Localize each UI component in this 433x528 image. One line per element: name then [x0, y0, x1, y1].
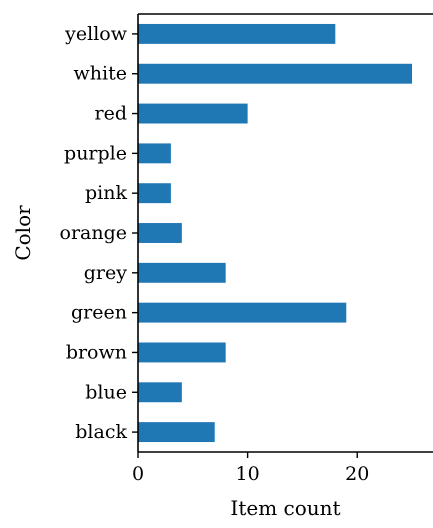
- y-tick-label-pink: pink: [85, 182, 127, 204]
- bar-white: [138, 63, 413, 84]
- y-tick-label-purple: purple: [64, 142, 127, 164]
- x-axis-label: Item count: [230, 496, 340, 520]
- bar-yellow: [138, 23, 336, 44]
- x-tick-label-0: 0: [132, 463, 144, 485]
- y-tick-label-black: black: [75, 421, 127, 443]
- y-axis-label: Color: [11, 205, 35, 261]
- bar-green: [138, 302, 347, 323]
- bar-black: [138, 422, 215, 443]
- y-axis-ticks: yellow white red purple pink orange grey green b…: [60, 23, 138, 443]
- bar-grey: [138, 262, 226, 283]
- bar-purple: [138, 143, 171, 164]
- bars-group: [138, 23, 413, 443]
- x-tick-label-10: 10: [236, 463, 260, 485]
- bar-red: [138, 103, 248, 124]
- y-tick-label-orange: orange: [60, 222, 128, 244]
- bar-brown: [138, 342, 226, 363]
- bar-blue: [138, 382, 182, 403]
- x-axis-ticks: 0 10 20: [132, 452, 369, 485]
- y-tick-label-grey: grey: [84, 262, 127, 284]
- y-tick-label-green: green: [71, 302, 127, 324]
- bar-pink: [138, 183, 171, 204]
- y-tick-label-red: red: [95, 103, 128, 125]
- y-tick-label-white: white: [74, 63, 127, 85]
- y-tick-label-blue: blue: [85, 381, 127, 403]
- y-tick-label-brown: brown: [66, 341, 127, 363]
- y-tick-label-yellow: yellow: [64, 23, 128, 45]
- x-tick-label-20: 20: [345, 463, 369, 485]
- bar-orange: [138, 223, 182, 243]
